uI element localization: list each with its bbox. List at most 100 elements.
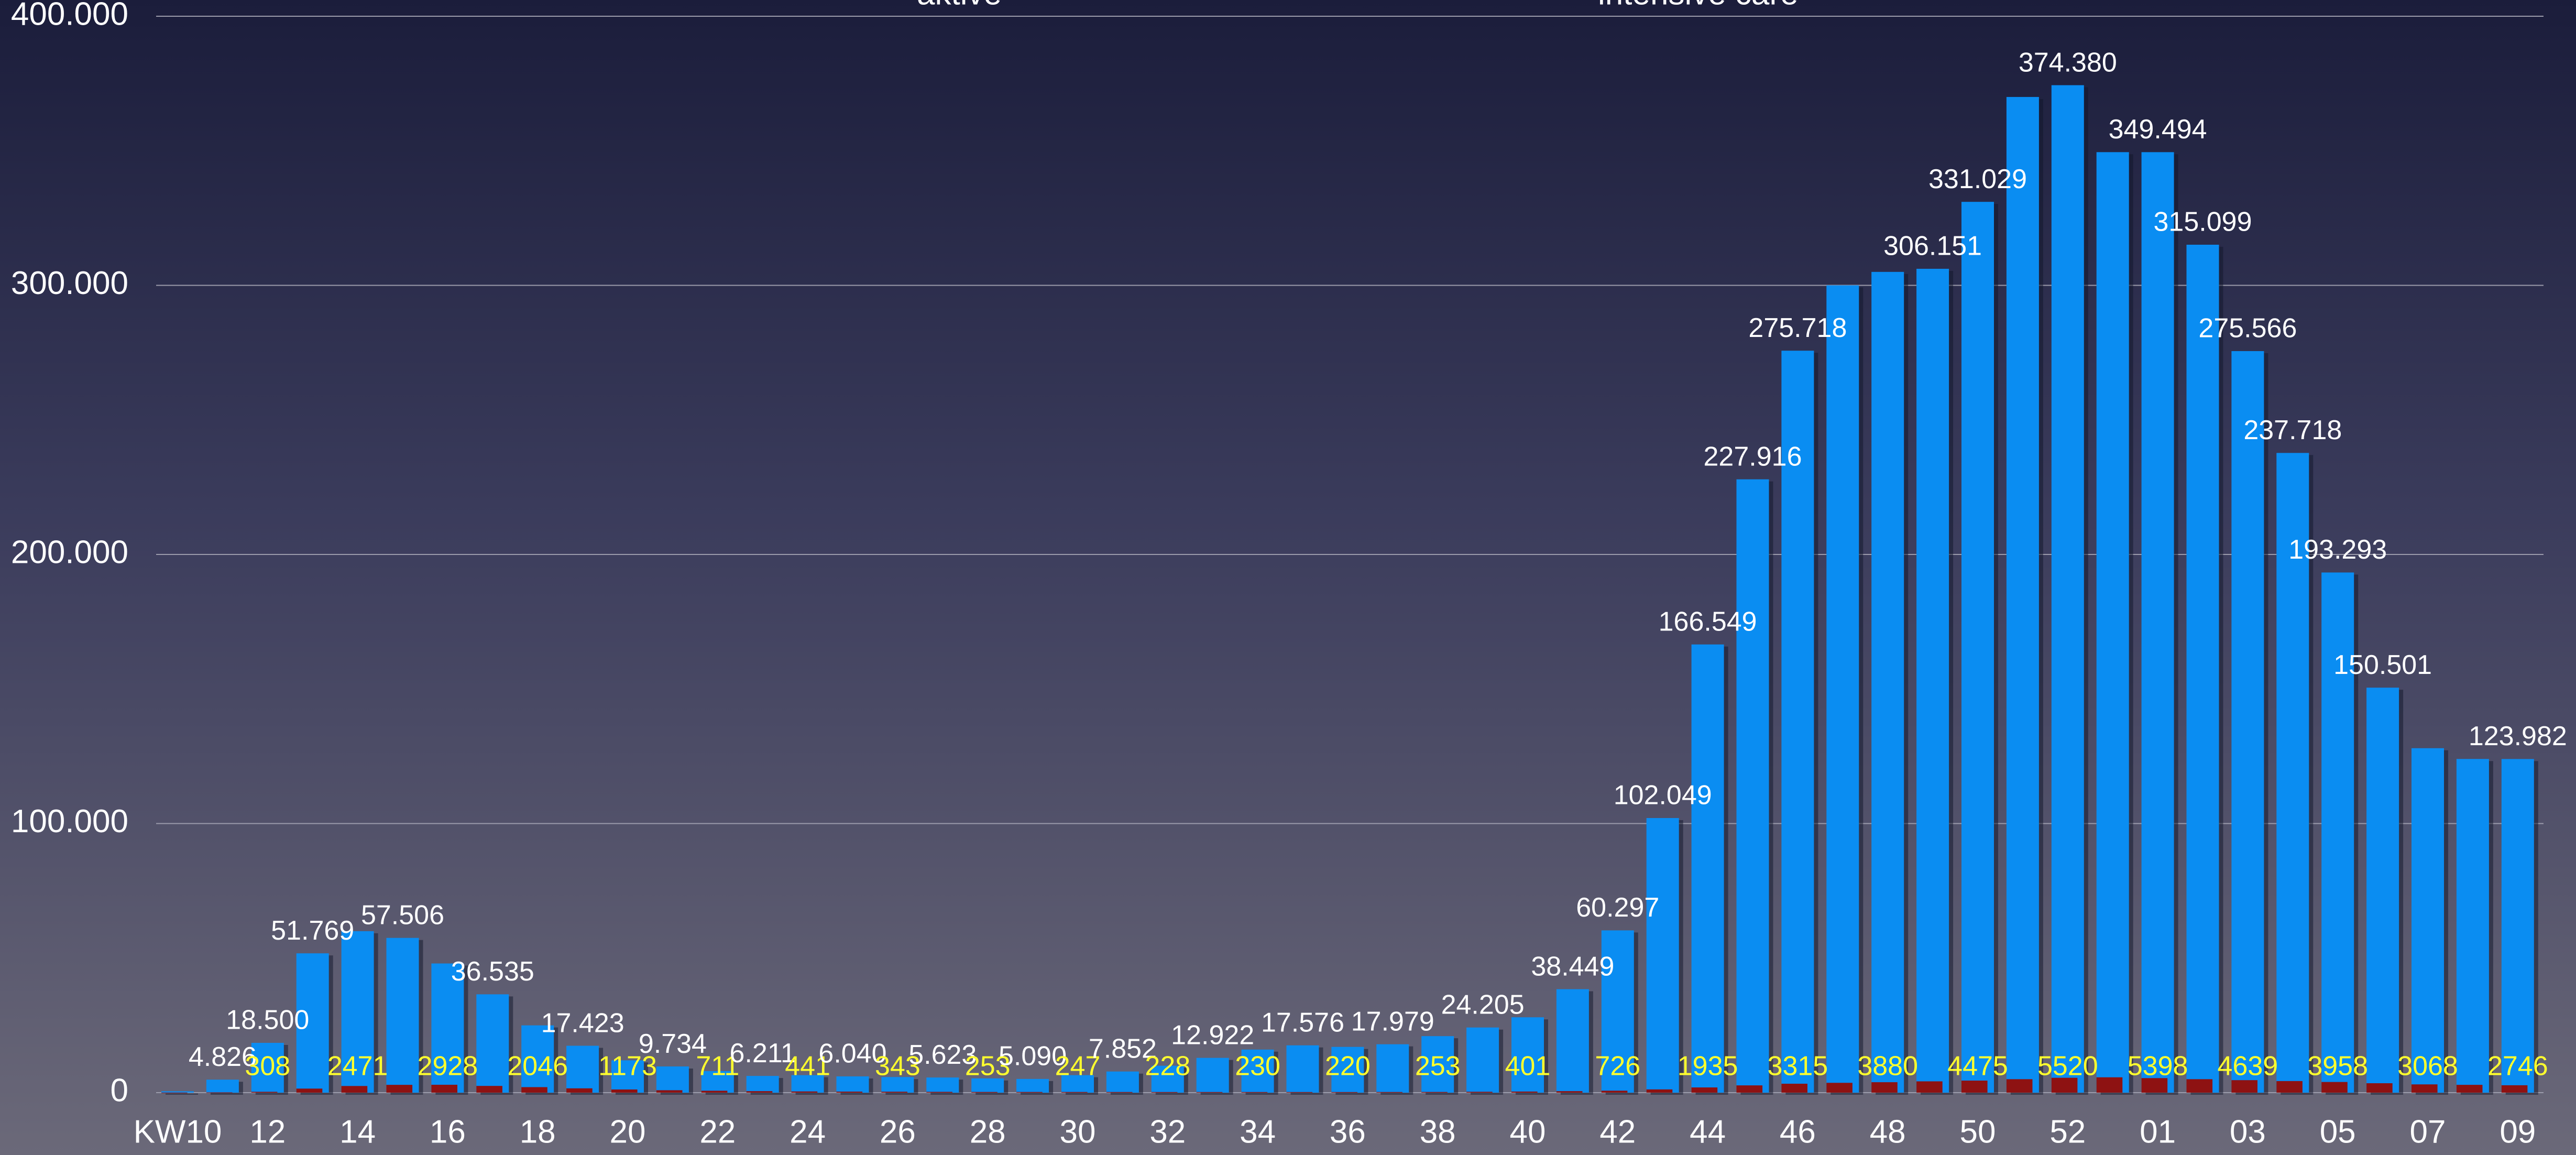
data-label: 3880 (1857, 1051, 1918, 1082)
data-label: 18.500 (226, 1005, 309, 1036)
data-label: 193.293 (2288, 535, 2387, 565)
bar (836, 1076, 869, 1093)
bar (2051, 1077, 2078, 1093)
bar (1466, 1092, 1493, 1093)
x-tick-label: 48 (1870, 1114, 1906, 1150)
bar (341, 931, 374, 1093)
data-label: 374.380 (2019, 47, 2117, 78)
bar (2231, 1080, 2257, 1093)
bar (2276, 453, 2309, 1093)
data-label: 150.501 (2333, 650, 2432, 680)
data-label: 5398 (2128, 1051, 2188, 1082)
data-label: 237.718 (2243, 415, 2342, 445)
x-tick-label: 34 (1240, 1114, 1276, 1150)
x-tick-label: 44 (1690, 1114, 1726, 1150)
bar (341, 1086, 368, 1093)
bar (1781, 1083, 1807, 1093)
x-tick-label: 50 (1960, 1114, 1996, 1150)
x-tick-label: 09 (2500, 1114, 2536, 1150)
data-label: 306.151 (1883, 231, 1982, 261)
bar (1601, 930, 1634, 1093)
bar (386, 1085, 413, 1093)
data-label: 6.040 (818, 1039, 886, 1069)
data-label: 5.623 (908, 1040, 977, 1070)
bar (1691, 644, 1724, 1093)
data-label: 6.211 (730, 1038, 796, 1069)
bar (1151, 1065, 1184, 1093)
bar (2096, 152, 2129, 1093)
x-tick-label: KW10 (134, 1114, 222, 1150)
bar (2231, 351, 2264, 1093)
bar (1331, 1092, 1357, 1093)
data-label: 166.549 (1659, 607, 1757, 637)
bar-shadow (166, 1093, 198, 1095)
bar (1061, 1092, 1088, 1093)
bar (2321, 572, 2354, 1093)
bar (2276, 1081, 2303, 1093)
bar (746, 1076, 779, 1093)
x-tick-label: 42 (1599, 1114, 1636, 1150)
bar (1511, 1091, 1538, 1093)
data-label: 3315 (1768, 1051, 1828, 1082)
bar (1646, 818, 1679, 1093)
data-label: 441 (785, 1051, 830, 1082)
bar (431, 1084, 457, 1093)
x-tick-label: 46 (1780, 1114, 1816, 1150)
bar (2141, 152, 2174, 1093)
data-label: 4639 (2218, 1051, 2278, 1082)
bar (656, 1090, 683, 1093)
data-label: 4475 (1947, 1051, 2008, 1082)
bar (1826, 285, 1859, 1093)
x-tick-label: 52 (2049, 1114, 2086, 1150)
data-label: 17.979 (1351, 1006, 1434, 1037)
bar (1376, 1044, 1409, 1093)
data-label: 9.734 (639, 1029, 707, 1059)
bar (206, 1092, 233, 1093)
bar (2411, 1084, 2438, 1093)
bar (1916, 1081, 1943, 1093)
data-label: 38.449 (1531, 951, 1614, 982)
data-label: 331.029 (1928, 164, 2027, 194)
bar (1151, 1092, 1178, 1093)
data-label: 2046 (507, 1051, 568, 1082)
bar (1736, 479, 1769, 1093)
bar (1196, 1058, 1229, 1093)
bar (1241, 1049, 1274, 1093)
bar (1421, 1036, 1454, 1093)
data-label: 5520 (2037, 1051, 2098, 1082)
bar (881, 1092, 907, 1093)
x-tick-label: 18 (520, 1114, 556, 1150)
x-tick-label: 20 (610, 1114, 646, 1150)
data-label: 3958 (2307, 1051, 2368, 1082)
bar (1106, 1092, 1133, 1093)
bar (1286, 1045, 1319, 1093)
data-label: 253 (1415, 1051, 1461, 1082)
bar (881, 1077, 914, 1093)
data-label: 17.576 (1261, 1007, 1344, 1038)
bar (521, 1087, 547, 1093)
bar (611, 1089, 638, 1093)
x-tick-label: 03 (2230, 1114, 2266, 1150)
bar (206, 1080, 239, 1093)
bar (566, 1045, 599, 1093)
bar (971, 1092, 997, 1093)
x-tick-label: 26 (880, 1114, 916, 1150)
bar (1871, 271, 1904, 1093)
data-label: 228 (1145, 1051, 1190, 1082)
y-tick-label: 200.000 (11, 534, 128, 570)
bar (1376, 1092, 1402, 1093)
data-label: 7.852 (1089, 1033, 1157, 1064)
data-label: 711 (696, 1051, 739, 1082)
bar (791, 1075, 824, 1093)
data-label: 230 (1235, 1051, 1280, 1082)
bar (1916, 268, 1949, 1093)
data-label: 349.494 (2109, 114, 2207, 145)
bar (431, 963, 464, 1093)
x-tick-label: 32 (1149, 1114, 1186, 1150)
x-tick-label: 01 (2140, 1114, 2176, 1150)
bar (1646, 1089, 1673, 1093)
bar (926, 1092, 952, 1093)
data-label: 5.090 (999, 1041, 1067, 1072)
data-label: 3068 (2397, 1051, 2458, 1082)
